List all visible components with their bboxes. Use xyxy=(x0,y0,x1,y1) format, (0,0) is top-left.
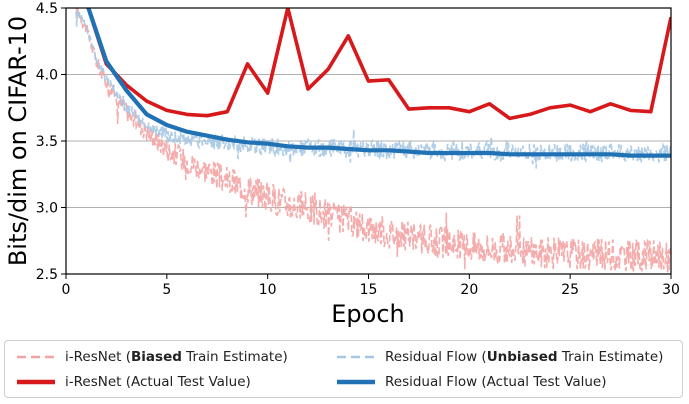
y-tick-label: 3.0 xyxy=(36,201,58,217)
legend-swatch-resnet-train xyxy=(17,355,55,359)
x-tick-label: 10 xyxy=(259,282,277,298)
legend-swatch-resnet-test xyxy=(17,379,55,385)
x-axis-label: Epoch xyxy=(331,300,405,328)
legend-label-resnet-test: i-ResNet (Actual Test Value) xyxy=(65,374,251,390)
series-flow-test-line xyxy=(86,8,671,158)
legend-item-flow-train: Residual Flow (Unbiased Train Estimate) xyxy=(335,347,663,367)
legend-swatch-flow-train xyxy=(337,355,375,359)
legend-item-flow-test: Residual Flow (Actual Test Value) xyxy=(335,372,606,392)
legend-label-flow-test: Residual Flow (Actual Test Value) xyxy=(385,374,607,390)
x-tick-label: 0 xyxy=(62,282,71,298)
legend-label-resnet-train: i-ResNet (Biased Train Estimate) xyxy=(65,349,288,365)
x-tick-label: 25 xyxy=(561,282,579,298)
legend-item-resnet-train: i-ResNet (Biased Train Estimate) xyxy=(15,347,288,367)
legend-swatch-flow-test xyxy=(337,379,375,385)
legend-label-flow-train: Residual Flow (Unbiased Train Estimate) xyxy=(385,349,664,365)
y-tick-label: 3.5 xyxy=(36,134,58,150)
legend: i-ResNet (Biased Train Estimate) Residua… xyxy=(4,340,683,398)
axis-ticks: 2.5 3.0 3.5 4.0 4.5 0 5 10 15 20 25 30 xyxy=(36,1,680,298)
series-resnet-test-line xyxy=(86,8,671,121)
series-flow-train-line xyxy=(75,10,671,169)
legend-item-resnet-test: i-ResNet (Actual Test Value) xyxy=(15,372,251,392)
x-tick-label: 15 xyxy=(360,282,378,298)
x-tick-label: 20 xyxy=(460,282,478,298)
y-tick-label: 4.0 xyxy=(36,68,58,84)
series-layer xyxy=(75,8,671,273)
series-resnet-train-line xyxy=(75,8,671,273)
y-tick-label: 4.5 xyxy=(36,1,58,17)
x-tick-label: 5 xyxy=(162,282,171,298)
y-tick-label: 2.5 xyxy=(36,267,58,283)
x-tick-label: 30 xyxy=(662,282,680,298)
y-axis-label: Bits/dim on CIFAR-10 xyxy=(4,16,32,266)
